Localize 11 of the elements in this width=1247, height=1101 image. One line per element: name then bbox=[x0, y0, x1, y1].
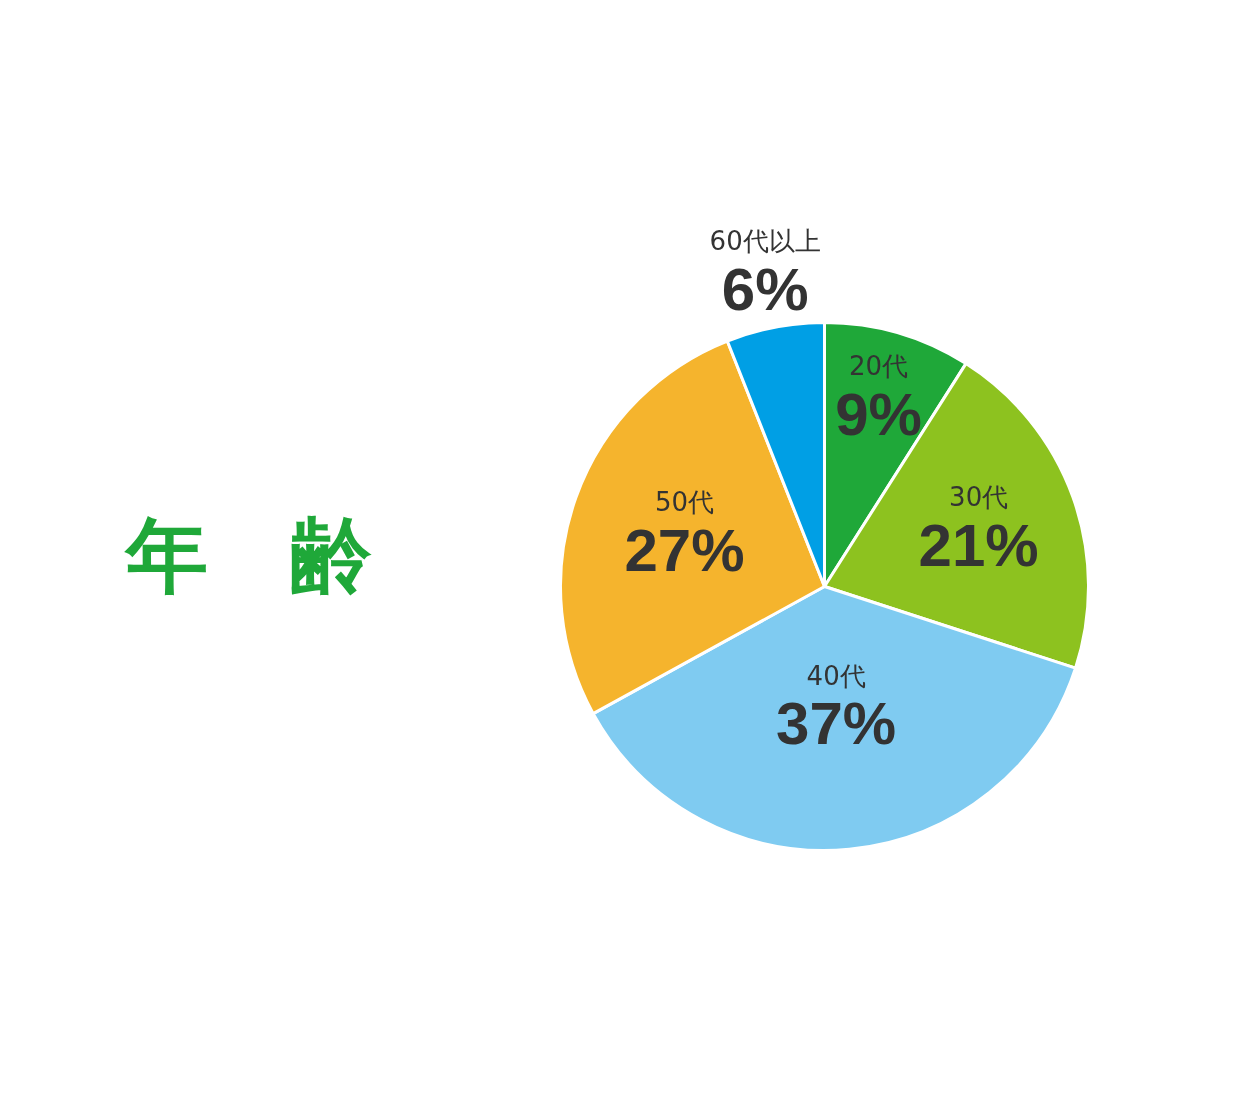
text: 年 齢 bbox=[123, 508, 372, 603]
data-label: 6% bbox=[721, 255, 809, 323]
slice-label: 30代 bbox=[949, 482, 1009, 513]
data-label: 21% bbox=[918, 511, 1039, 579]
data-label: 27% bbox=[624, 516, 745, 584]
data-label: 37% bbox=[776, 690, 897, 758]
data-label: 9% bbox=[835, 380, 922, 448]
slice-label: 50代 bbox=[654, 487, 715, 518]
slice-label: 40代 bbox=[806, 660, 866, 691]
slice-label: 60代以上 bbox=[709, 226, 821, 257]
slice-label: 20代 bbox=[849, 351, 909, 382]
